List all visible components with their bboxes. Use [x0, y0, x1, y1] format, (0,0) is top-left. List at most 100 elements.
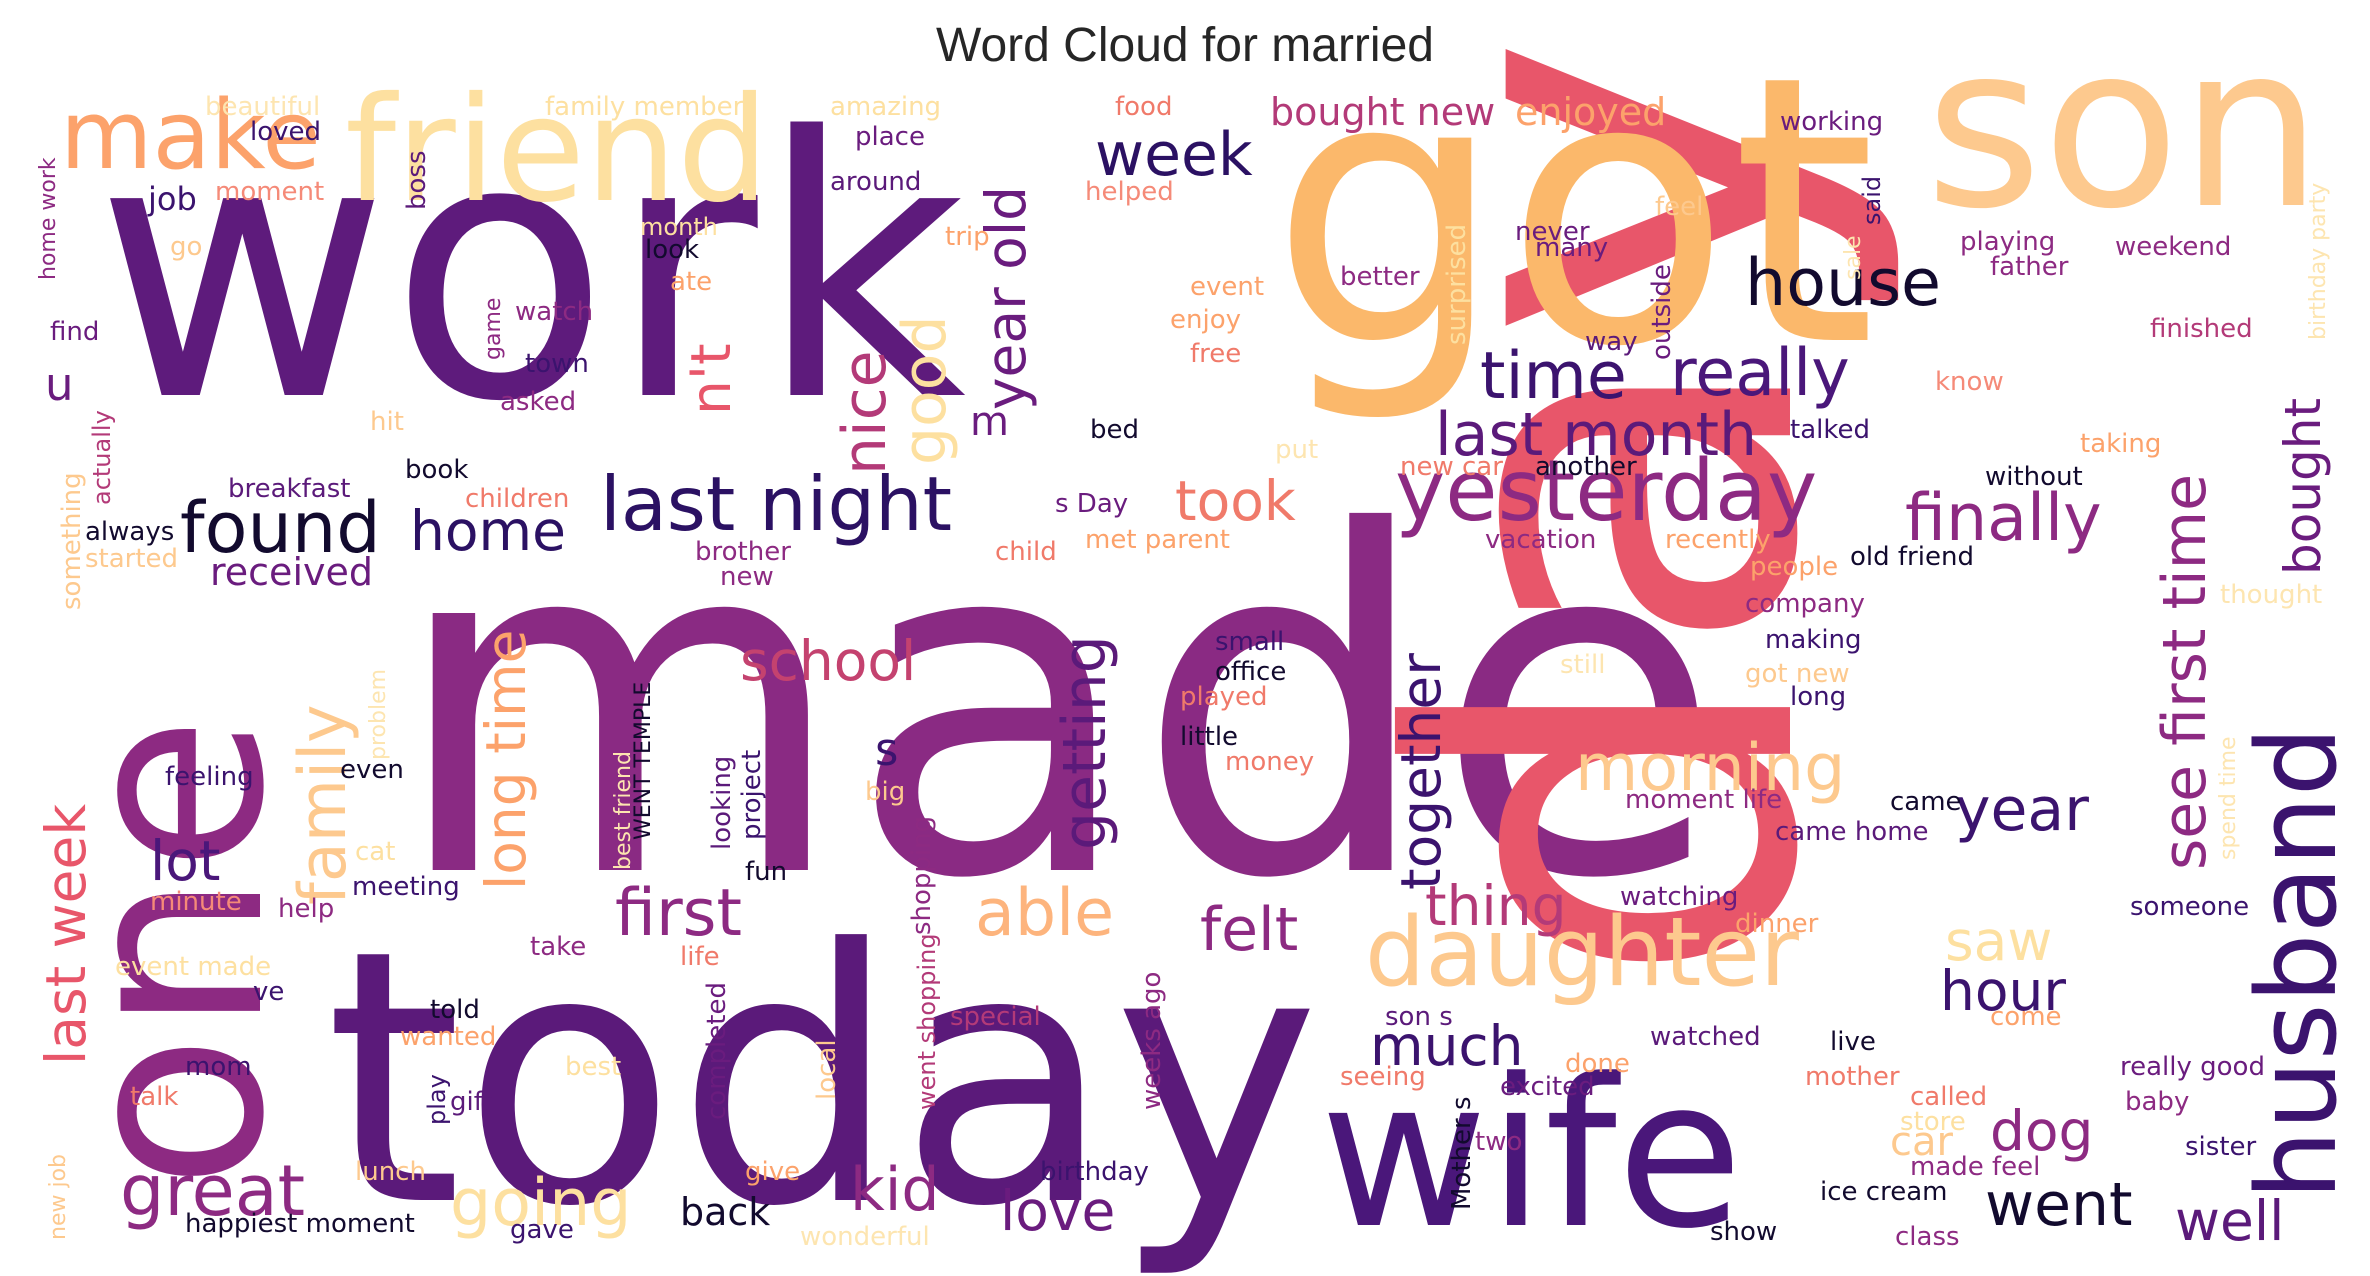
word-weeks-ago: weeks ago — [1137, 972, 1167, 1110]
word-home: home — [410, 499, 566, 563]
word-loved: loved — [250, 117, 321, 147]
word-came: came — [1890, 787, 1962, 817]
word-project: project — [737, 750, 767, 840]
word-best: best — [565, 1052, 621, 1082]
word-much: much — [1370, 1014, 1524, 1078]
word-class: class — [1895, 1222, 1960, 1252]
word-home-work: home work — [36, 157, 61, 280]
word-store: store — [1900, 1107, 1966, 1137]
word-well: well — [2175, 1189, 2284, 1253]
word-s: s — [875, 723, 898, 776]
word-food: food — [1115, 92, 1172, 122]
word-last-month: last month — [1435, 400, 1757, 470]
word-brother: brother — [695, 537, 791, 567]
word-ve: ve — [253, 977, 284, 1007]
word-better: better — [1340, 262, 1420, 292]
word-watch: watch — [515, 297, 593, 327]
word-people: people — [1750, 552, 1838, 582]
word-look: look — [645, 235, 699, 265]
word-great: great — [120, 1150, 305, 1232]
word-event: event — [1190, 272, 1264, 302]
word-child: child — [995, 537, 1057, 567]
word-even: even — [340, 755, 404, 785]
word-free: free — [1190, 339, 1241, 369]
word-ice-cream: ice cream — [1820, 1177, 1947, 1207]
word-company: company — [1745, 589, 1865, 619]
word-took: took — [1175, 469, 1296, 533]
word-breakfast: breakfast — [228, 474, 350, 504]
word-nice: nice — [830, 350, 900, 475]
word-job: job — [147, 180, 197, 218]
word-actually: actually — [88, 410, 116, 505]
word-started: started — [85, 544, 178, 574]
word-family: family — [286, 704, 361, 905]
word-children: children — [465, 484, 569, 514]
word-one: one — [24, 715, 321, 1190]
word-enjoy: enjoy — [1170, 305, 1241, 335]
word-old-friend: old friend — [1850, 542, 1974, 572]
word-trip: trip — [945, 222, 990, 252]
word-m: m — [970, 399, 1009, 445]
word-father: father — [1990, 252, 2069, 282]
word-put: put — [1275, 435, 1318, 465]
word-best-friend: best friend — [611, 751, 636, 870]
word-hour: hour — [1940, 959, 2066, 1023]
word-yesterday: yesterday — [1395, 442, 1817, 541]
word-really: really — [1670, 336, 1850, 411]
word-show: show — [1710, 1217, 1777, 1247]
word-came-home: came home — [1775, 817, 1929, 847]
word-completed: completed — [702, 982, 732, 1120]
word-take: take — [530, 932, 586, 962]
word-hit: hit — [370, 407, 404, 437]
word-watched: watched — [1650, 1022, 1761, 1052]
word-asked: asked — [500, 387, 576, 417]
word-getting: getting — [1050, 635, 1120, 850]
word-birthday-party: birthday party — [2306, 183, 2331, 340]
word-ate: ate — [670, 267, 712, 297]
word-received: received — [210, 550, 373, 594]
word-office: office — [1215, 657, 1286, 687]
word-recently: recently — [1665, 525, 1771, 555]
word-working: working — [1780, 107, 1883, 137]
word-outside: outside — [1647, 264, 1677, 360]
word-n-t: n't — [679, 343, 743, 415]
word-amazing: amazing — [830, 92, 941, 122]
word-surprised: surprised — [1442, 224, 1472, 345]
word-told: told — [430, 995, 480, 1025]
word-talk: talk — [130, 1082, 178, 1112]
word-lunch: lunch — [355, 1157, 426, 1187]
word-together: together — [1389, 653, 1453, 890]
word-around: around — [830, 167, 921, 197]
word-help: help — [278, 894, 334, 924]
word-dog: dog — [1990, 1099, 2093, 1163]
word-mom: mom — [185, 1052, 252, 1082]
word-house: house — [1745, 246, 1941, 321]
word-new-job: new job — [46, 1154, 71, 1240]
word-small: small — [1215, 627, 1284, 657]
word-long-time: long time — [474, 630, 538, 890]
word-love: love — [1000, 1179, 1115, 1243]
word-finally: finally — [1905, 481, 2102, 556]
word-little: little — [1180, 722, 1238, 752]
word-s-day: s Day — [1055, 489, 1128, 519]
word-event-made: event made — [115, 952, 271, 982]
word-husband: husband — [2233, 726, 2361, 1200]
word-went-shopping: went shopping — [913, 933, 941, 1110]
word-someone: someone — [2130, 892, 2249, 922]
word-fun: fun — [745, 857, 787, 887]
word-life: life — [680, 942, 720, 972]
word-looking: looking — [707, 756, 737, 850]
word-talked: talked — [1790, 415, 1870, 445]
word-money: money — [1225, 747, 1314, 777]
word-work: work — [95, 61, 966, 480]
word-made-feel: made feel — [1910, 1152, 2040, 1182]
word-really-good: really good — [2120, 1052, 2265, 1082]
word-daughter: daughter — [1365, 898, 1800, 1008]
word-enjoyed: enjoyed — [1515, 90, 1666, 134]
word-town: town — [525, 349, 589, 379]
word-lot: lot — [150, 829, 221, 893]
word-family-member: family member — [545, 92, 744, 122]
word-sister: sister — [2185, 1132, 2257, 1162]
word-know: know — [1935, 367, 2004, 397]
word-finished: finished — [2150, 314, 2253, 344]
